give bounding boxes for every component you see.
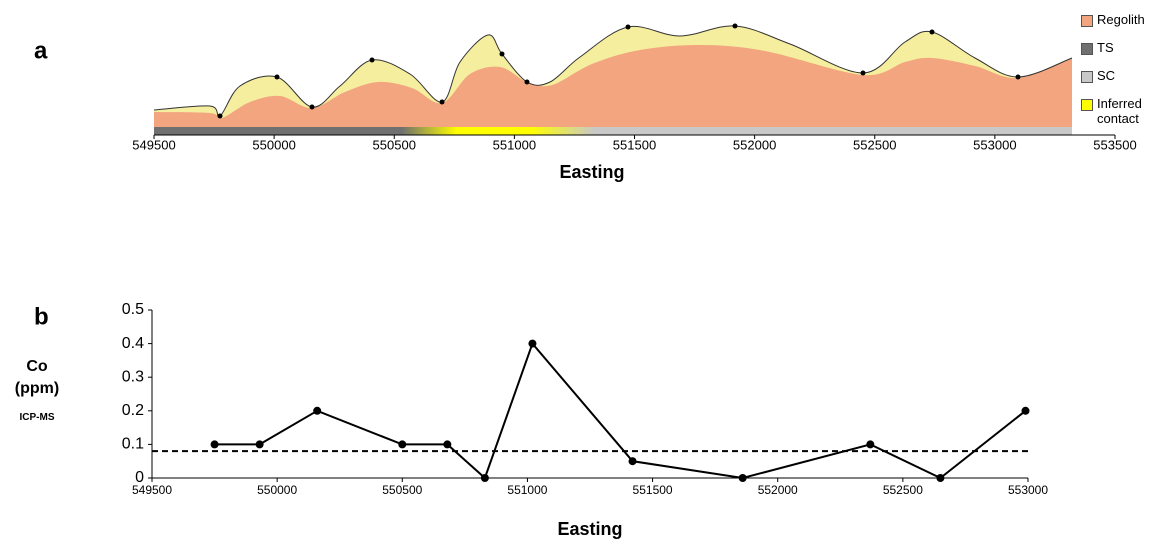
sample-dot	[1016, 75, 1021, 80]
legend-item: SC	[1081, 68, 1173, 83]
x-tick-label: 551000	[493, 137, 536, 152]
y-tick-label: 0.4	[122, 335, 144, 352]
sample-dot	[370, 58, 375, 63]
data-point	[211, 440, 219, 448]
x-tick-label: 553500	[1093, 137, 1136, 152]
data-point	[739, 474, 747, 482]
x-tick-label: 550500	[382, 483, 422, 497]
data-point	[866, 440, 874, 448]
data-point	[398, 440, 406, 448]
figure: a Easting b Easting 549500 550000 550500 55…	[0, 0, 1176, 543]
sample-dot	[218, 114, 223, 119]
x-tick-label: 551000	[507, 483, 547, 497]
x-tick-label: 549500	[132, 137, 175, 152]
legend-item: Regolith	[1081, 12, 1173, 27]
x-tick-label: 550000	[257, 483, 297, 497]
data-point	[443, 440, 451, 448]
x-tick-label: 552500	[883, 483, 923, 497]
data-line	[215, 344, 1026, 478]
data-point	[313, 407, 321, 415]
data-point	[481, 474, 489, 482]
sample-dot	[861, 71, 866, 76]
x-axis-label: Easting	[557, 519, 622, 539]
sample-dot	[500, 52, 505, 57]
y-axis-label: Co (ppm)	[12, 356, 62, 400]
sample-dot	[275, 75, 280, 80]
sample-dot	[525, 80, 530, 85]
legend-label: TS	[1097, 40, 1157, 55]
panel-label: b	[34, 303, 49, 330]
x-tick-label: 549500	[132, 483, 172, 497]
panel-label: a	[34, 37, 48, 64]
y-tick-label: 0.3	[122, 368, 144, 385]
x-tick-label: 552000	[733, 137, 776, 152]
y-tick-label: 0.1	[122, 436, 144, 453]
data-point	[528, 340, 536, 348]
data-point	[936, 474, 944, 482]
page: a Easting b Easting 549500 550000 550500 55…	[0, 0, 1176, 543]
bedrock-band	[154, 127, 1072, 135]
x-tick-label: 553000	[973, 137, 1016, 152]
legend-swatch	[1081, 71, 1093, 83]
data-point	[1021, 407, 1029, 415]
legend-item: Inferred contact	[1081, 96, 1173, 126]
x-tick-label: 552500	[853, 137, 896, 152]
legend-label: Regolith	[1097, 12, 1157, 27]
x-tick-label: 551500	[633, 483, 673, 497]
sample-dot	[626, 25, 631, 30]
x-tick-label: 552000	[758, 483, 798, 497]
legend-swatch	[1081, 43, 1093, 55]
data-point	[256, 440, 264, 448]
x-tick-label: 553000	[1008, 483, 1048, 497]
y-tick-label: 0.5	[122, 301, 144, 318]
legend-swatch	[1081, 15, 1093, 27]
y-axis-note: ICP-MS	[12, 412, 62, 423]
sample-dot	[930, 30, 935, 35]
x-axis-label: Easting	[559, 162, 624, 182]
x-tick-label: 550000	[252, 137, 295, 152]
sample-dot	[310, 105, 315, 110]
x-tick-label: 550500	[373, 137, 416, 152]
y-tick-label: 0.2	[122, 402, 144, 419]
legend-label: Inferred contact	[1097, 96, 1157, 126]
sample-dot	[440, 100, 445, 105]
data-point	[629, 457, 637, 465]
sample-dot	[733, 24, 738, 29]
legend-swatch	[1081, 99, 1093, 111]
legend-item: TS	[1081, 40, 1173, 55]
legend-label: SC	[1097, 68, 1157, 83]
x-tick-label: 551500	[613, 137, 656, 152]
